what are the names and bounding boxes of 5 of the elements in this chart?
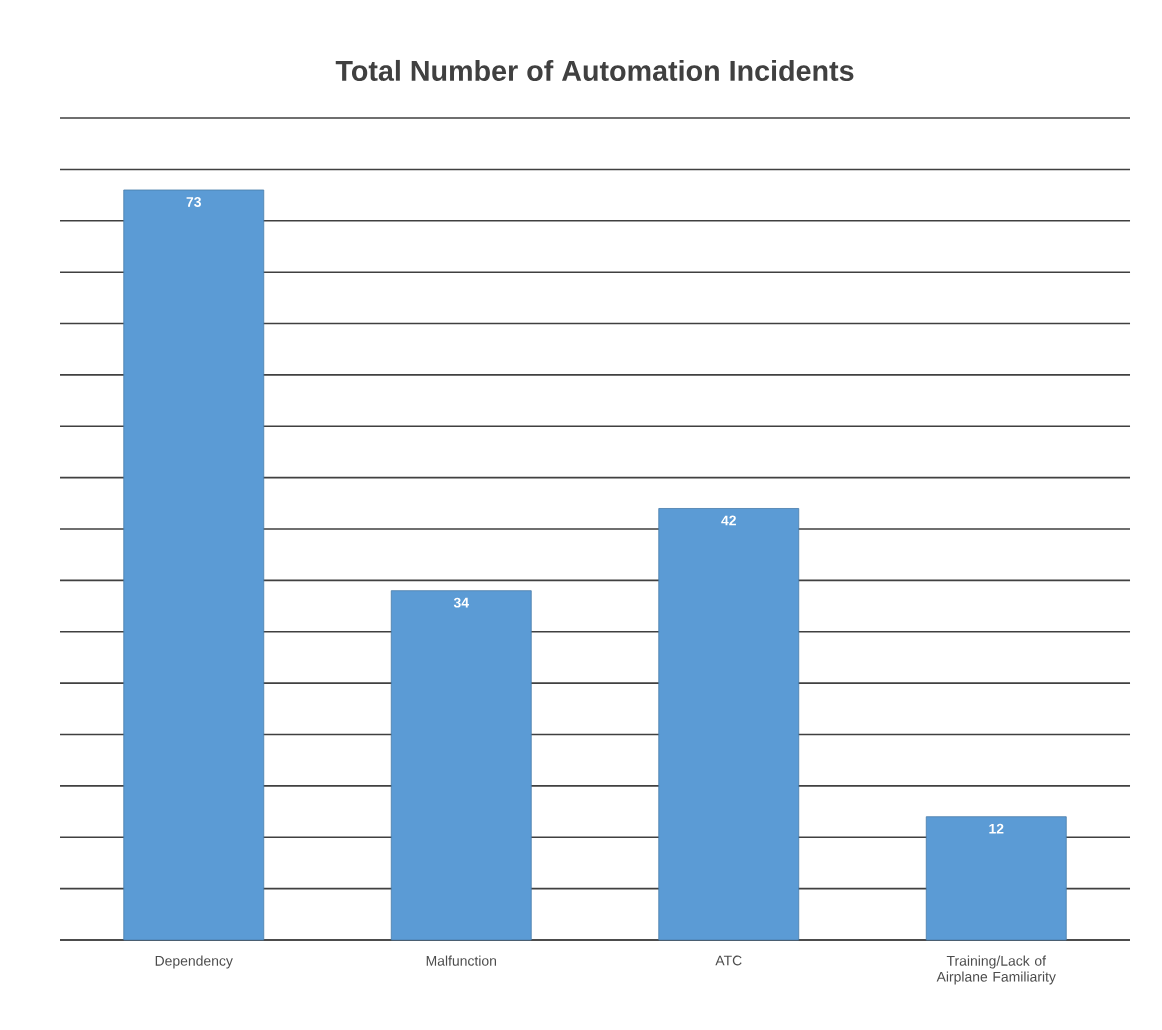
bar [390, 590, 532, 941]
bar [658, 508, 800, 941]
chart-title: Total Number of Automation Incidents [335, 59, 854, 81]
bar [123, 189, 265, 941]
bar [925, 816, 1067, 941]
